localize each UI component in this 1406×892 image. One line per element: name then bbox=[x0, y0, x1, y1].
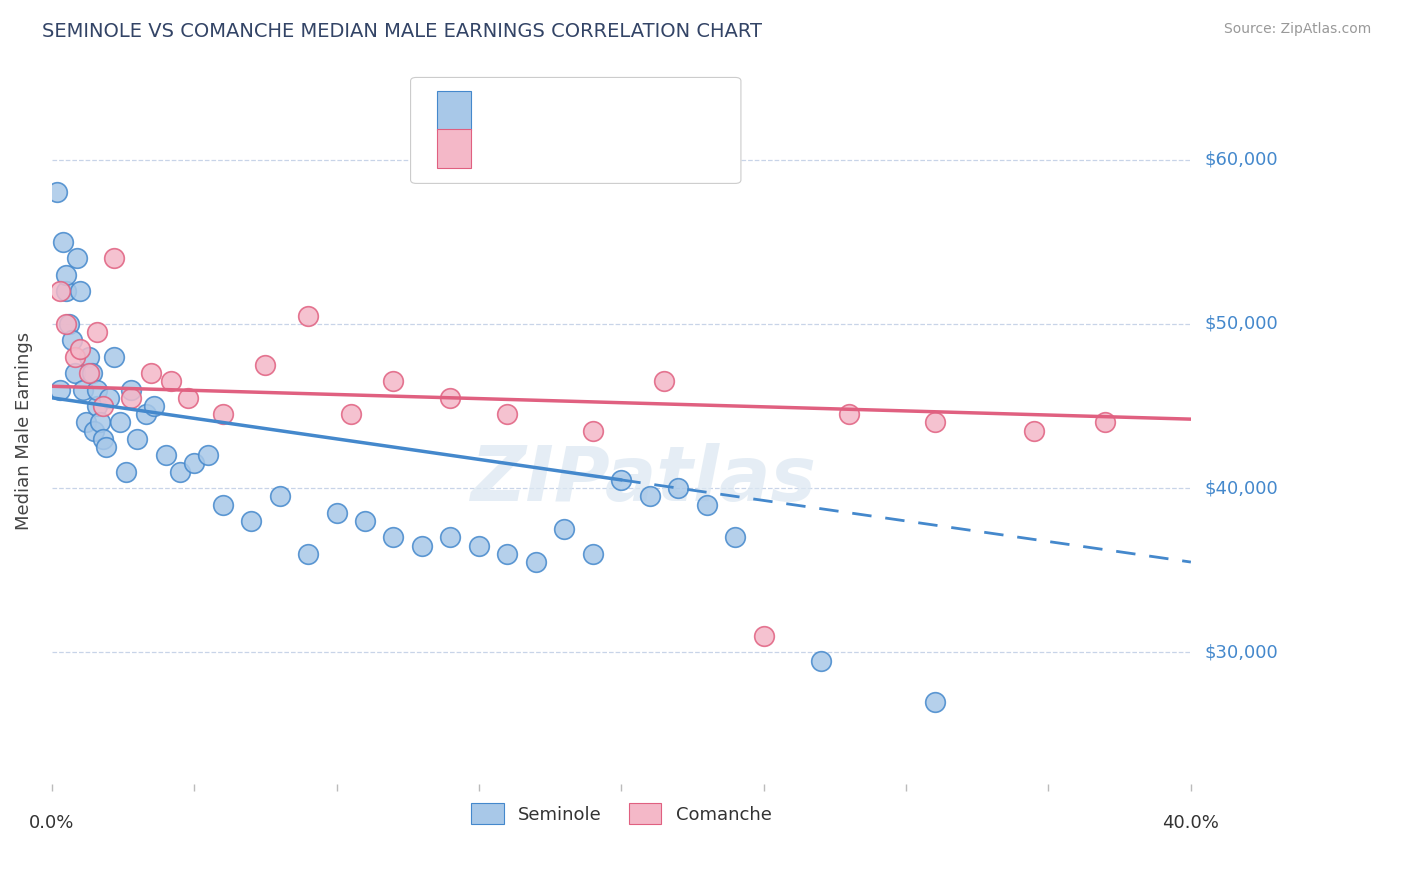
Point bbox=[297, 309, 319, 323]
Point bbox=[439, 530, 461, 544]
Point bbox=[52, 235, 75, 249]
Point bbox=[91, 399, 114, 413]
Point bbox=[58, 317, 80, 331]
Point bbox=[1094, 416, 1116, 430]
Text: R = -0.075    N = 28: R = -0.075 N = 28 bbox=[482, 139, 651, 157]
Point bbox=[496, 547, 519, 561]
Point bbox=[69, 342, 91, 356]
Point bbox=[103, 350, 125, 364]
Point bbox=[77, 350, 100, 364]
Point bbox=[439, 391, 461, 405]
Point bbox=[75, 416, 97, 430]
Point bbox=[46, 186, 69, 200]
Point bbox=[135, 407, 157, 421]
Point bbox=[160, 375, 183, 389]
Point bbox=[183, 457, 205, 471]
Point bbox=[553, 522, 575, 536]
Point bbox=[382, 375, 405, 389]
Point bbox=[49, 284, 72, 298]
Y-axis label: Median Male Earnings: Median Male Earnings bbox=[15, 332, 32, 530]
Point bbox=[468, 539, 491, 553]
Point bbox=[610, 473, 633, 487]
Point bbox=[838, 407, 860, 421]
Point bbox=[211, 407, 233, 421]
Point bbox=[354, 514, 377, 528]
Point bbox=[114, 465, 136, 479]
Legend: Seminole, Comanche: Seminole, Comanche bbox=[464, 796, 779, 831]
Point bbox=[60, 333, 83, 347]
Text: 40.0%: 40.0% bbox=[1163, 814, 1219, 832]
Point bbox=[77, 366, 100, 380]
Text: SEMINOLE VS COMANCHE MEDIAN MALE EARNINGS CORRELATION CHART: SEMINOLE VS COMANCHE MEDIAN MALE EARNING… bbox=[42, 22, 762, 41]
Point bbox=[89, 416, 111, 430]
Text: $40,000: $40,000 bbox=[1205, 479, 1278, 497]
Point bbox=[66, 251, 89, 265]
Text: $30,000: $30,000 bbox=[1205, 643, 1278, 662]
Point bbox=[254, 358, 277, 372]
Text: R = -0.200    N = 53: R = -0.200 N = 53 bbox=[482, 102, 651, 120]
Point bbox=[1024, 424, 1046, 438]
Point bbox=[638, 489, 661, 503]
Point bbox=[169, 465, 191, 479]
Point bbox=[55, 317, 77, 331]
Point bbox=[582, 424, 605, 438]
Point bbox=[108, 416, 131, 430]
Text: $60,000: $60,000 bbox=[1205, 151, 1278, 169]
Point bbox=[411, 539, 433, 553]
Point bbox=[297, 547, 319, 561]
Point bbox=[127, 432, 149, 446]
Point bbox=[810, 654, 832, 668]
Point bbox=[143, 399, 166, 413]
Text: 0.0%: 0.0% bbox=[30, 814, 75, 832]
Point bbox=[197, 448, 219, 462]
Point bbox=[86, 383, 108, 397]
Point bbox=[382, 530, 405, 544]
Text: $50,000: $50,000 bbox=[1205, 315, 1278, 333]
Point bbox=[269, 489, 291, 503]
Point bbox=[752, 629, 775, 643]
Point bbox=[666, 481, 689, 495]
Point bbox=[524, 555, 547, 569]
Point bbox=[582, 547, 605, 561]
FancyBboxPatch shape bbox=[437, 128, 471, 168]
Point bbox=[325, 506, 347, 520]
Point bbox=[496, 407, 519, 421]
Point bbox=[72, 383, 94, 397]
Point bbox=[94, 440, 117, 454]
Point bbox=[924, 416, 946, 430]
Point bbox=[924, 695, 946, 709]
Point bbox=[141, 366, 163, 380]
Point bbox=[339, 407, 361, 421]
FancyBboxPatch shape bbox=[437, 91, 471, 130]
Point bbox=[121, 383, 143, 397]
Point bbox=[177, 391, 200, 405]
Point bbox=[121, 391, 143, 405]
Point bbox=[55, 268, 77, 282]
Point bbox=[63, 350, 86, 364]
Point bbox=[86, 399, 108, 413]
Point bbox=[696, 498, 718, 512]
FancyBboxPatch shape bbox=[411, 78, 741, 184]
Point bbox=[155, 448, 177, 462]
Point bbox=[652, 375, 675, 389]
Point bbox=[80, 366, 103, 380]
Point bbox=[240, 514, 263, 528]
Text: ZIPatlas: ZIPatlas bbox=[471, 443, 817, 517]
Point bbox=[86, 325, 108, 339]
Point bbox=[103, 251, 125, 265]
Point bbox=[724, 530, 747, 544]
Text: Source: ZipAtlas.com: Source: ZipAtlas.com bbox=[1223, 22, 1371, 37]
Point bbox=[55, 284, 77, 298]
Point bbox=[91, 432, 114, 446]
Point bbox=[63, 366, 86, 380]
Point bbox=[69, 284, 91, 298]
Point bbox=[49, 383, 72, 397]
Point bbox=[83, 424, 105, 438]
Point bbox=[97, 391, 120, 405]
Point bbox=[211, 498, 233, 512]
